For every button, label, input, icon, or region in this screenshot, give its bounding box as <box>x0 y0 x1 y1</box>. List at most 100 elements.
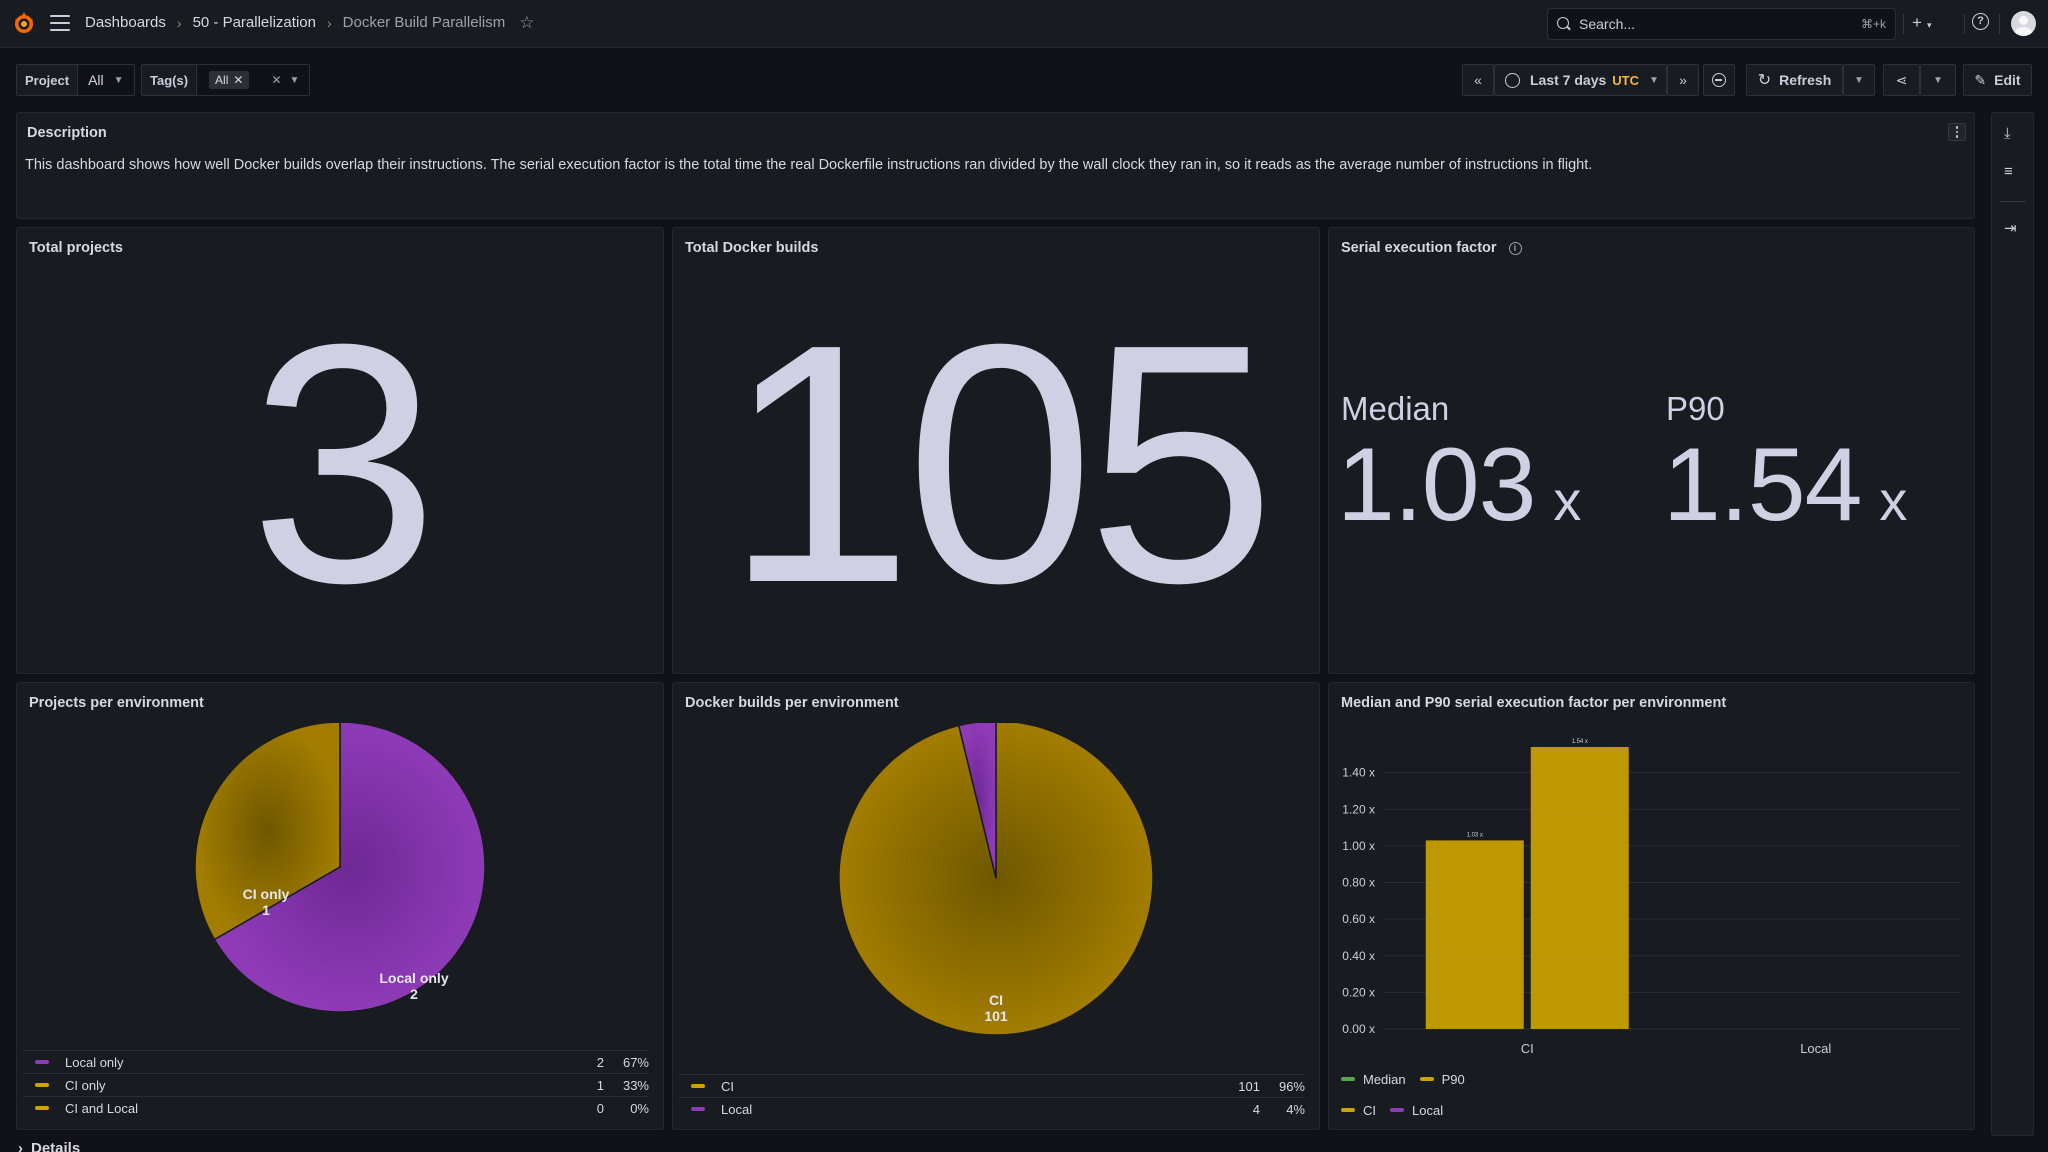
search-shortcut: ⌘+k <box>1860 17 1886 31</box>
legend-item[interactable]: Median <box>1341 1072 1406 1087</box>
breadcrumb-dashboard: Docker Build Parallelism <box>342 14 506 31</box>
timezone-label: UTC <box>1612 72 1639 88</box>
median-label: Median <box>1341 390 1450 427</box>
divider <box>2000 201 2026 202</box>
share-button[interactable]: ⋖ <box>1883 64 1920 96</box>
zoom-out-button[interactable] <box>1703 64 1735 96</box>
panel-title-text: Serial execution factor <box>1341 240 1497 256</box>
pie-slice-local-only[interactable] <box>213 723 486 1013</box>
tag-chip[interactable]: All ✕ <box>209 71 250 89</box>
time-back-button[interactable]: « <box>1462 64 1494 96</box>
legend-row[interactable]: CI 101 96% <box>679 1074 1305 1097</box>
top-navbar: Dashboards › 50 - Parallelization › Dock… <box>0 0 2048 48</box>
legend-label: P90 <box>1441 1071 1465 1087</box>
pie-slice-ci[interactable] <box>838 723 1154 1036</box>
legend-value: 101 <box>1238 1078 1260 1094</box>
star-icon[interactable]: ☆ <box>519 12 535 32</box>
search-placeholder: Search... <box>1579 16 1636 32</box>
stat-value: 105 <box>724 274 1275 654</box>
legend-value: 2 <box>596 1054 604 1070</box>
plus-icon[interactable]: + ▾ <box>1912 13 1932 32</box>
breadcrumb-folder[interactable]: 50 - Parallelization <box>192 14 316 31</box>
time-picker-button[interactable]: Last 7 days UTC ▼ <box>1494 64 1667 96</box>
tags-variable[interactable]: Tag(s) All ✕ ✕ ▼ <box>141 64 311 96</box>
outline-icon[interactable]: ≡ <box>2004 163 2013 180</box>
refresh-button[interactable]: ↻ Refresh <box>1746 64 1843 96</box>
refresh-interval-dropdown[interactable]: ▼ <box>1843 64 1875 96</box>
chevron-right-icon: › <box>176 14 182 31</box>
legend-row: Median P90 <box>1341 1070 1641 1088</box>
panel-menu-icon[interactable] <box>1948 123 1966 141</box>
clear-icon[interactable]: ✕ <box>271 73 282 87</box>
y-tick-label: 0.40 x <box>1342 949 1375 963</box>
pie-slice-label: CI <box>989 992 1003 1008</box>
divider <box>1999 14 2000 34</box>
chevron-down-icon: ▼ <box>1933 74 1943 86</box>
legend-percent: 67% <box>622 1054 649 1070</box>
grafana-logo-icon[interactable] <box>12 11 36 35</box>
legend-row[interactable]: CI only 1 33% <box>23 1073 649 1096</box>
pencil-icon: ✎ <box>1974 71 1987 88</box>
tags-select[interactable]: All ✕ ✕ ▼ <box>196 64 311 96</box>
chevron-down-icon: ▼ <box>1648 74 1659 86</box>
y-tick-label: 0.80 x <box>1342 876 1375 890</box>
chevron-down-icon[interactable]: ▼ <box>289 74 300 86</box>
median-value: 1.03 x <box>1337 426 1581 545</box>
legend-swatch <box>1390 1108 1404 1112</box>
close-icon[interactable]: ✕ <box>233 73 244 87</box>
legend-swatch <box>35 1060 49 1064</box>
legend-swatch <box>1341 1108 1355 1112</box>
legend-percent: 33% <box>622 1077 649 1093</box>
pie-slice-value: 2 <box>410 986 418 1002</box>
bar-median-ci[interactable] <box>1425 840 1524 1029</box>
projects-pie-panel: Projects per environment Local only 2 CI o… <box>16 682 664 1130</box>
dashboard-side-toolbar: ⤓ ≡ ⇥ <box>1991 112 2034 1136</box>
share-dropdown[interactable]: ▼ <box>1920 64 1956 96</box>
median-number: 1.03 <box>1337 427 1536 543</box>
time-range-label: Last 7 days <box>1530 72 1607 88</box>
details-row-header[interactable]: › Details <box>18 1140 80 1152</box>
p90-value: 1.54 x <box>1663 426 1907 545</box>
time-forward-button[interactable]: » <box>1667 64 1699 96</box>
save-icon[interactable]: ⤓ <box>2004 125 2011 142</box>
project-variable[interactable]: Project All ▼ <box>16 64 135 96</box>
legend-row[interactable]: Local 4 4% <box>679 1097 1305 1120</box>
panel-title: Description <box>27 125 107 141</box>
collapse-icon[interactable]: ⇥ <box>2004 220 2017 237</box>
legend-swatch <box>1341 1077 1355 1081</box>
legend-row[interactable]: Local only 2 67% <box>23 1050 649 1073</box>
bar-p90-ci[interactable] <box>1530 747 1629 1029</box>
edit-label: Edit <box>1994 72 2021 88</box>
avatar[interactable] <box>2011 11 2036 36</box>
chevrons-left-icon: « <box>1474 72 1482 88</box>
panel-title: Total Docker builds <box>685 240 819 256</box>
legend-swatch <box>35 1106 49 1110</box>
chevron-right-icon: › <box>326 14 332 31</box>
pie-slice-value: 101 <box>984 1008 1008 1024</box>
project-select[interactable]: All ▼ <box>77 64 135 96</box>
legend-percent: 96% <box>1278 1078 1305 1094</box>
bar-chart-panel: Median and P90 serial execution factor p… <box>1328 682 1975 1130</box>
legend-item[interactable]: CI <box>1341 1103 1376 1118</box>
pie-slice-label: CI only <box>243 886 290 902</box>
breadcrumb-dashboards[interactable]: Dashboards <box>85 14 166 31</box>
x-tick-label: CI <box>1521 1041 1534 1056</box>
pie-slice-local[interactable] <box>957 723 997 879</box>
legend-item[interactable]: P90 <box>1419 1071 1465 1087</box>
zoom-out-icon <box>1712 73 1726 87</box>
info-icon[interactable]: i <box>1508 242 1522 255</box>
description-panel: Description This dashboard shows how wel… <box>16 112 1975 219</box>
chevrons-right-icon: » <box>1679 72 1687 88</box>
tag-chip-label: All <box>215 73 229 87</box>
legend-label: CI and Local <box>65 1100 138 1116</box>
legend-swatch <box>691 1107 705 1111</box>
help-icon[interactable]: ? <box>1972 13 1989 30</box>
legend-percent: 0% <box>630 1100 649 1116</box>
search-input[interactable]: Search... ⌘+k <box>1547 8 1896 40</box>
legend-row[interactable]: CI and Local 0 0% <box>23 1096 649 1119</box>
legend-item[interactable]: Local <box>1390 1103 1443 1118</box>
pie-slice-ci-only[interactable] <box>194 723 341 941</box>
edit-button[interactable]: ✎ Edit <box>1963 64 2032 96</box>
p90-unit: x <box>1879 469 1907 532</box>
menu-icon[interactable] <box>50 15 70 31</box>
